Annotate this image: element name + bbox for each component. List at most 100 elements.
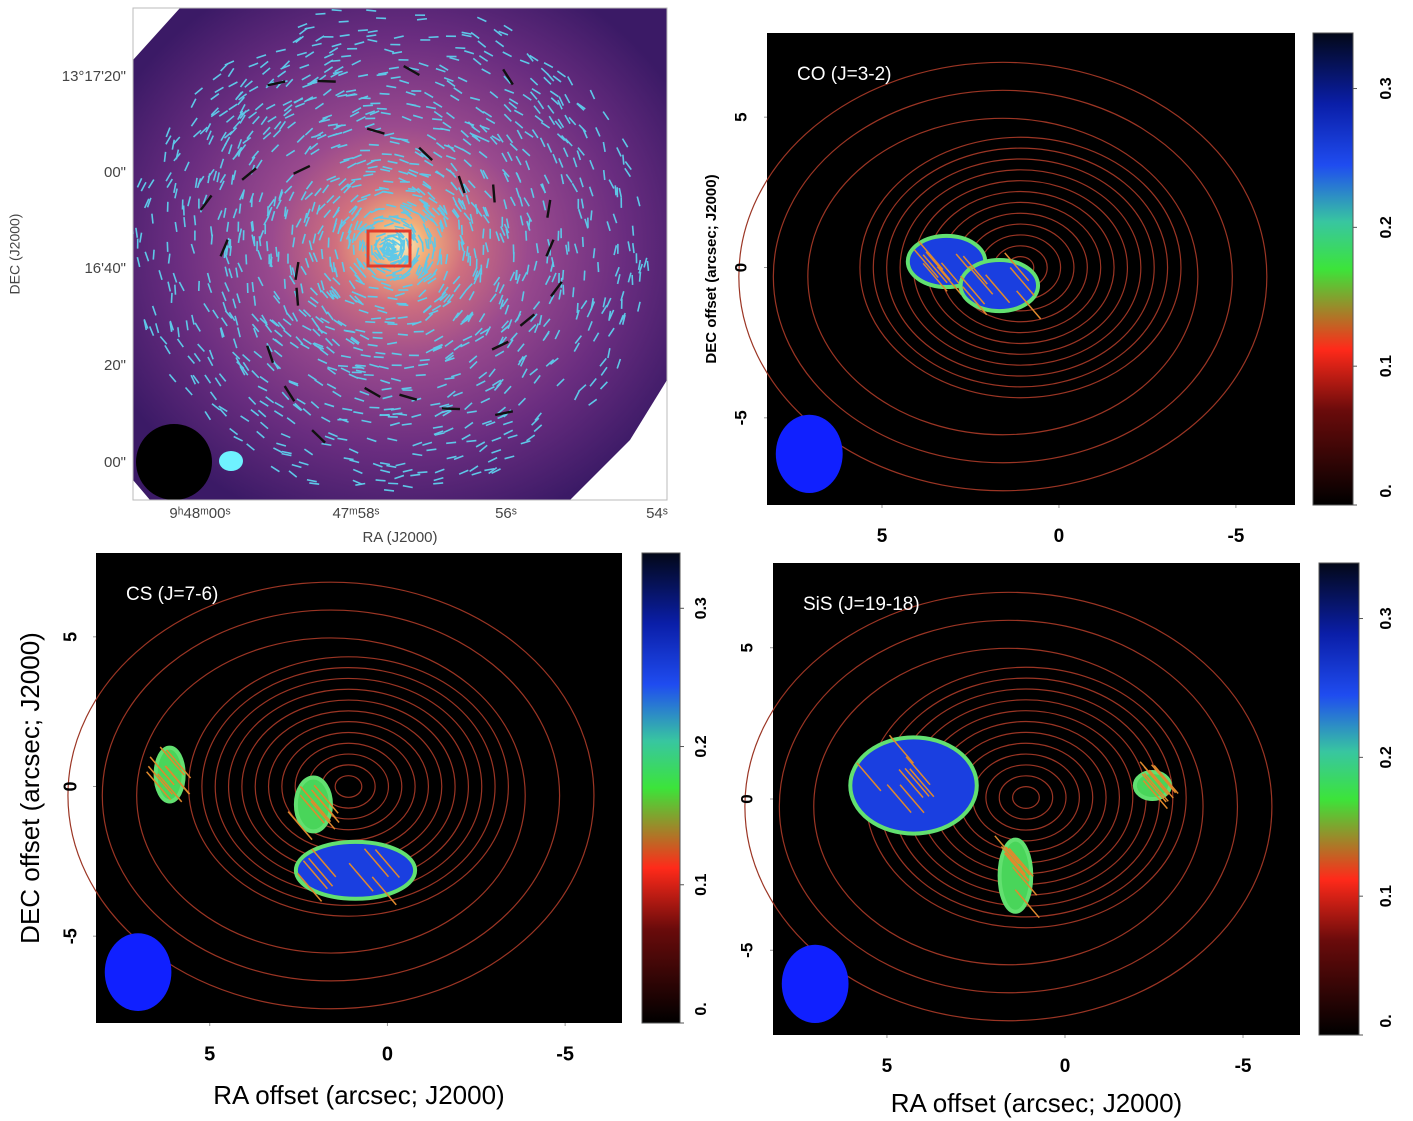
colorbar-tick-label: 0.3 (1378, 607, 1395, 629)
beam (776, 415, 843, 493)
vector (416, 375, 426, 376)
vector (366, 10, 376, 11)
vector (516, 270, 517, 280)
vector (591, 210, 592, 220)
vector (466, 441, 476, 442)
vector (375, 209, 385, 210)
y-tick-label: 5 (61, 632, 81, 642)
vector (379, 415, 389, 416)
vector (483, 229, 484, 239)
vector (194, 215, 195, 225)
vector (383, 181, 393, 182)
vector (398, 334, 408, 335)
y-tick-label: -5 (61, 928, 81, 944)
vector (267, 241, 268, 251)
vector (433, 483, 443, 484)
x-tick-label: -5 (1227, 526, 1244, 547)
vector (338, 366, 348, 367)
line-annotation: CS (J=7-6) (126, 584, 218, 605)
y-tick-label: 0 (731, 263, 750, 272)
vector (402, 388, 412, 389)
vector (341, 56, 351, 57)
vector (351, 4, 360, 7)
vector (364, 375, 374, 376)
vector (409, 164, 419, 165)
vector (371, 318, 381, 319)
vector (526, 231, 527, 241)
vector (171, 293, 172, 303)
vector (152, 214, 153, 224)
vector (285, 207, 286, 217)
beam (105, 933, 172, 1011)
colorbar (1319, 563, 1359, 1035)
vector (278, 252, 279, 262)
colorbar-tick-label: 0.1 (1378, 355, 1395, 377)
vector (404, 240, 405, 250)
y-axis-label: DEC (J2000) (7, 214, 23, 295)
colorbar-tick-label: 0.1 (1378, 885, 1395, 907)
vector (239, 204, 240, 214)
x-tick-label: 0 (1054, 526, 1065, 547)
vector (633, 226, 634, 236)
vector (640, 272, 641, 282)
vector (363, 105, 373, 106)
beam (782, 945, 849, 1023)
vector (370, 4, 380, 6)
y-axis-label: DEC offset (arcsec; J2000) (15, 632, 45, 944)
vector (184, 217, 185, 227)
vector (376, 480, 386, 481)
vector (385, 322, 395, 323)
vector (462, 225, 463, 235)
colorbar (642, 553, 680, 1023)
vector (254, 296, 255, 306)
vector (388, 483, 398, 484)
x-axis-label: RA offset (arcsec; J2000) (213, 1080, 504, 1110)
y-tick-label: 5 (731, 112, 750, 121)
colorbar-tick-label: 0. (1378, 1014, 1395, 1027)
vector (315, 14, 325, 15)
y-tick-label: 0 (61, 781, 81, 791)
vector (229, 238, 230, 248)
colorbar-tick-label: 0.2 (1378, 746, 1395, 768)
vector (356, 365, 366, 366)
vector (468, 253, 469, 263)
vector (647, 261, 648, 271)
vector (623, 155, 624, 165)
sky-image (132, 1, 667, 500)
y-tick-label: 13°17'20" (62, 68, 126, 85)
vector (406, 191, 416, 192)
vector (153, 250, 154, 260)
vector (594, 248, 595, 258)
colorbar (1313, 33, 1353, 505)
vector (371, 160, 381, 161)
vector (373, 338, 383, 339)
colorbar-tick-label: 0.3 (1378, 77, 1395, 99)
colorbar-tick-label: 0.1 (693, 874, 710, 896)
y-tick-label: 20" (104, 357, 126, 374)
vector (368, 296, 378, 297)
y-tick-label: -5 (731, 410, 750, 425)
vector (435, 237, 436, 247)
y-tick-label: 00" (104, 454, 126, 471)
vector (446, 442, 456, 443)
vector (598, 262, 599, 272)
vector (353, 245, 354, 255)
vector (387, 324, 397, 325)
vector (382, 154, 392, 155)
vector (375, 353, 385, 354)
x-tick-label: -5 (1235, 1056, 1252, 1077)
y-tick-label: -5 (737, 943, 756, 958)
beam-small (219, 451, 243, 471)
x-tick-label: 9ʰ48ᵐ00ˢ (169, 505, 230, 522)
vector (459, 220, 460, 230)
vector (417, 19, 427, 20)
x-tick-label: 0 (382, 1043, 393, 1065)
field-vector (318, 81, 336, 82)
x-tick-label: 5 (882, 1056, 893, 1077)
field-vector (442, 408, 460, 409)
vector (583, 237, 584, 247)
vector (420, 360, 430, 361)
vector (358, 30, 368, 31)
vector (292, 225, 293, 235)
vector (615, 185, 616, 195)
